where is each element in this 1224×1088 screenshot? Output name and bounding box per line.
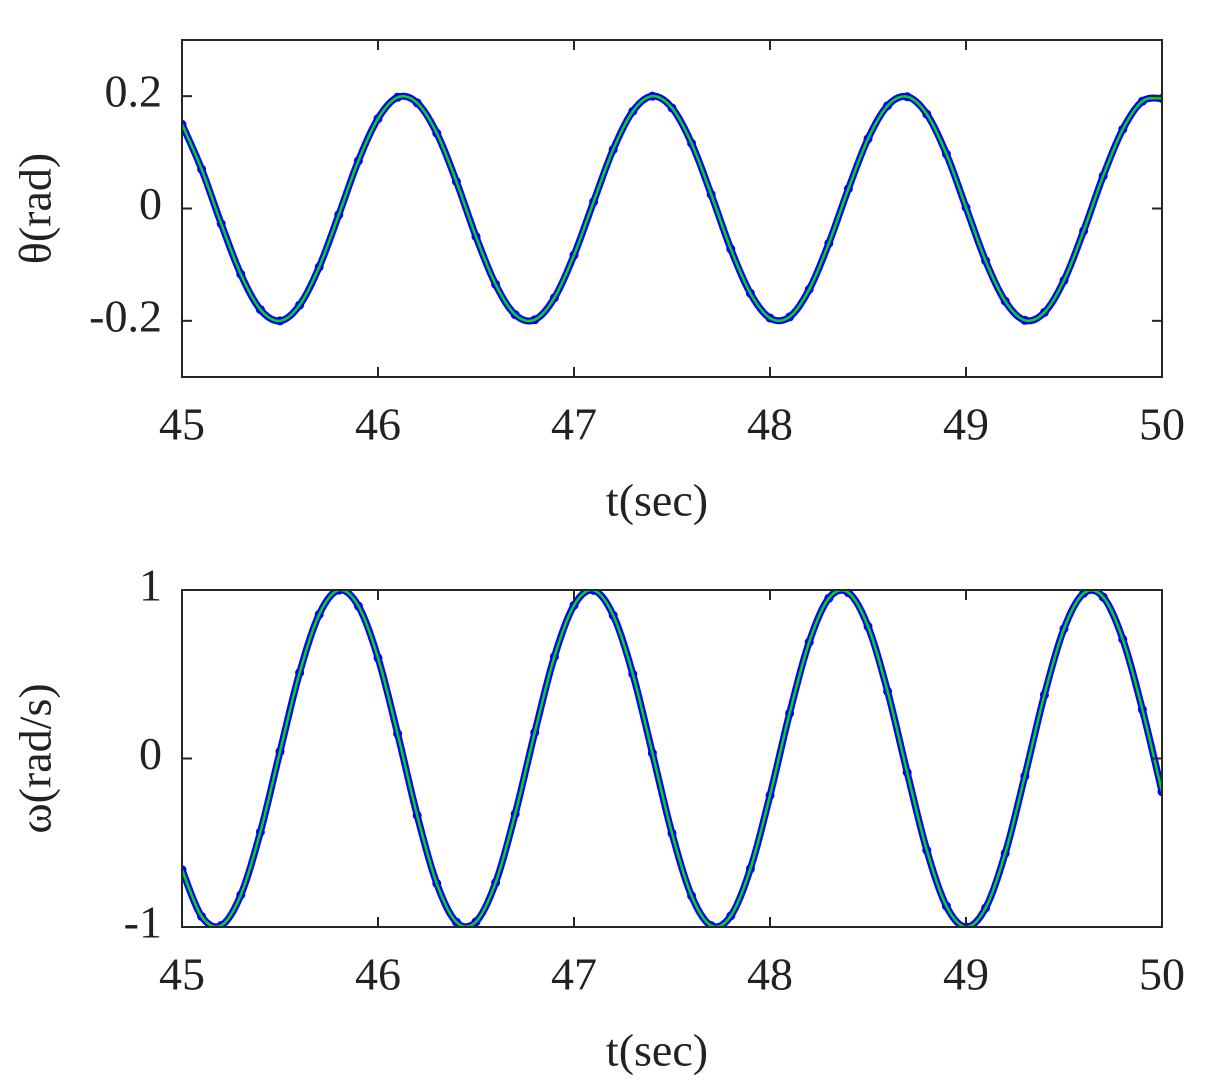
x-tick-label: 45 [159,399,205,450]
plot-area [182,91,1162,326]
x-tick-label: 47 [551,949,597,1000]
dotted-series [182,590,1162,927]
line-series [182,94,1162,323]
y-axis-label: ω(rad/s) [10,683,61,833]
plot-area [182,590,1162,927]
y-axis-label: θ(rad) [10,153,61,264]
axes-box [181,39,1163,378]
x-tick-label: 47 [551,399,597,450]
dotted-series [182,92,1162,325]
x-tick-label: 49 [943,949,989,1000]
x-axis-label: t(sec) [606,1025,708,1076]
line-series [182,590,1162,927]
axes-box [181,589,1163,928]
x-tick-label: 48 [747,949,793,1000]
x-tick-label: 46 [355,949,401,1000]
x-tick-label: 49 [943,399,989,450]
y-tick-label: -1 [124,897,162,948]
x-tick-label: 45 [159,949,205,1000]
x-tick-label: 46 [355,399,401,450]
y-tick-label: 0 [139,178,162,229]
y-tick-label: 0 [139,728,162,779]
y-tick-label: 0.2 [105,66,163,117]
x-tick-label: 50 [1139,949,1185,1000]
y-tick-label: -0.2 [89,290,162,341]
x-tick-label: 48 [747,399,793,450]
y-tick-label: 1 [139,560,162,611]
x-axis-label: t(sec) [606,475,708,526]
x-tick-label: 50 [1139,399,1185,450]
